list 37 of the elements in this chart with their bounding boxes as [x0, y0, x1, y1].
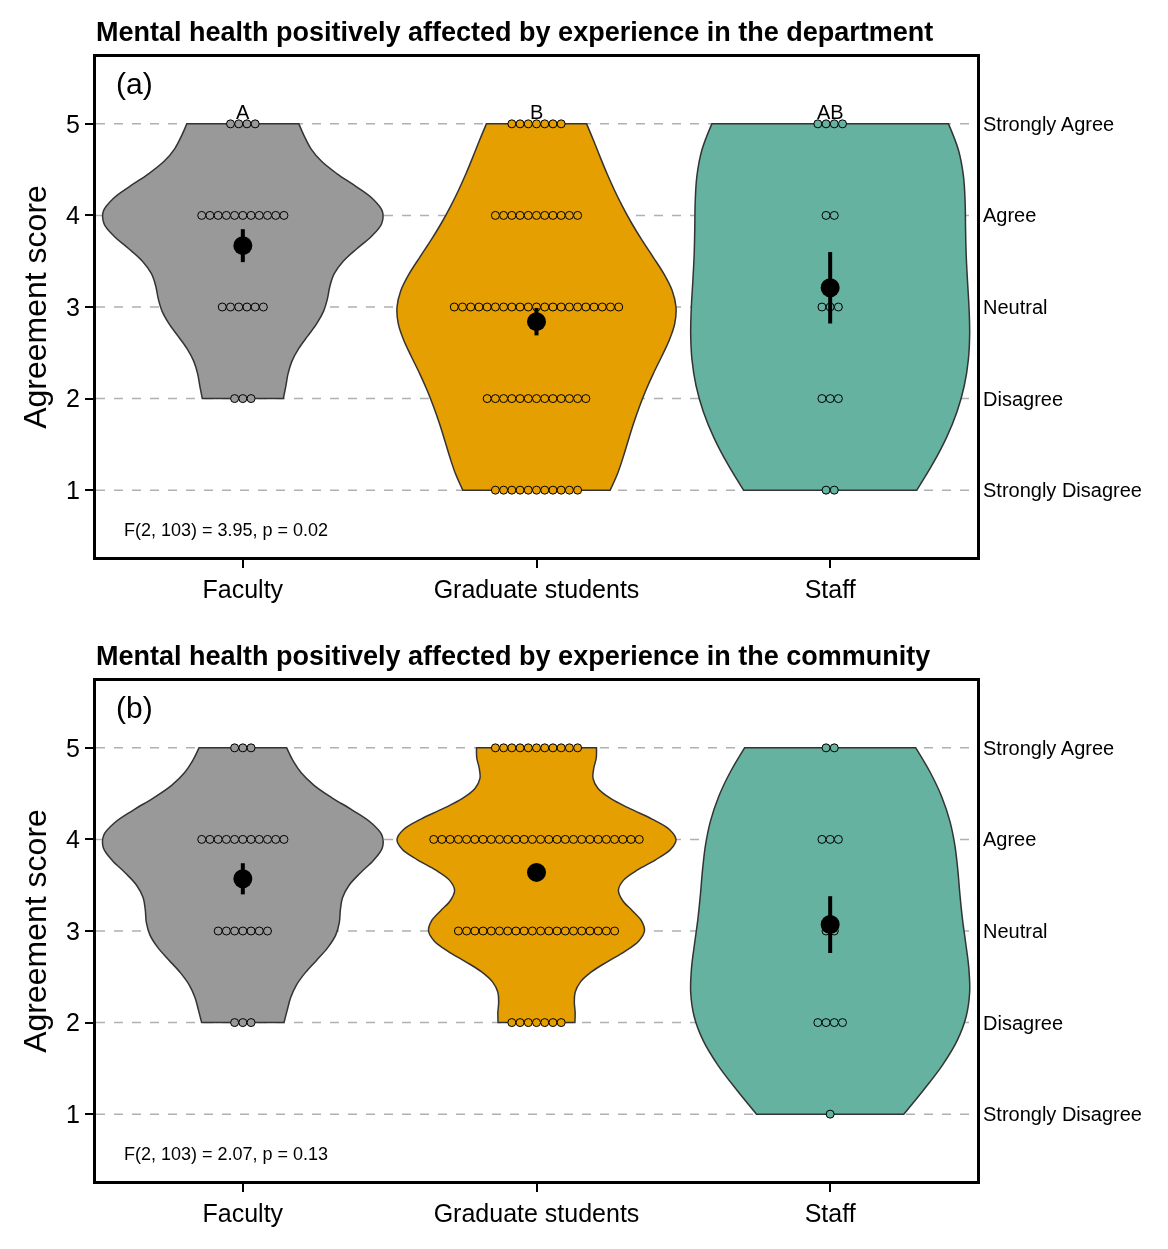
x-tick-label: Staff [804, 575, 856, 603]
annotation: B [530, 101, 544, 123]
annotation: AB [817, 101, 844, 123]
x-tick-label: Graduate students [433, 1199, 640, 1227]
x-tick-label: Faculty [202, 1199, 284, 1227]
y-axis-title: Agreement score [17, 809, 54, 1053]
x-tick-label: Graduate students [433, 575, 640, 603]
ref-line-label: Agree [983, 204, 1037, 226]
y-tick-label: 5 [66, 733, 80, 762]
annotation: A [236, 101, 250, 123]
ref-line-label: Disagree [983, 388, 1064, 410]
y-tick-label: 4 [66, 201, 81, 230]
ref-line-label: Strongly Disagree [983, 479, 1142, 501]
x-tick-label: Faculty [202, 575, 284, 603]
y-tick-label: 5 [66, 109, 80, 138]
ref-line-label: Agree [983, 828, 1037, 850]
ref-line-label: Strongly Agree [983, 737, 1115, 759]
ref-line-label: Neutral [983, 296, 1048, 318]
annotation: (a) [116, 67, 153, 100]
y-axis-title: Agreement score [17, 185, 54, 429]
x-tick-label: Staff [804, 1199, 856, 1227]
chart-title: Mental health positively affected by experience in the community [96, 641, 931, 672]
y-tick-label: 2 [66, 1008, 80, 1037]
y-tick-label: 4 [66, 825, 81, 854]
y-tick-label: 2 [66, 384, 80, 413]
y-tick-label: 1 [66, 475, 80, 504]
annotation: F(2, 103) = 2.07, p = 0.13 [124, 1144, 329, 1164]
chart-title: Mental health positively affected by experience in the department [96, 17, 934, 48]
ref-line-label: Strongly Disagree [983, 1103, 1142, 1125]
annotation: F(2, 103) = 3.95, p = 0.02 [124, 520, 329, 540]
ref-line-label: Disagree [983, 1012, 1064, 1034]
ref-line-label: Strongly Agree [983, 113, 1115, 135]
ref-line-label: Neutral [983, 920, 1048, 942]
annotation: (b) [116, 691, 153, 724]
y-tick-label: 1 [66, 1099, 80, 1128]
y-tick-label: 3 [66, 292, 80, 321]
y-tick-label: 3 [66, 916, 80, 945]
